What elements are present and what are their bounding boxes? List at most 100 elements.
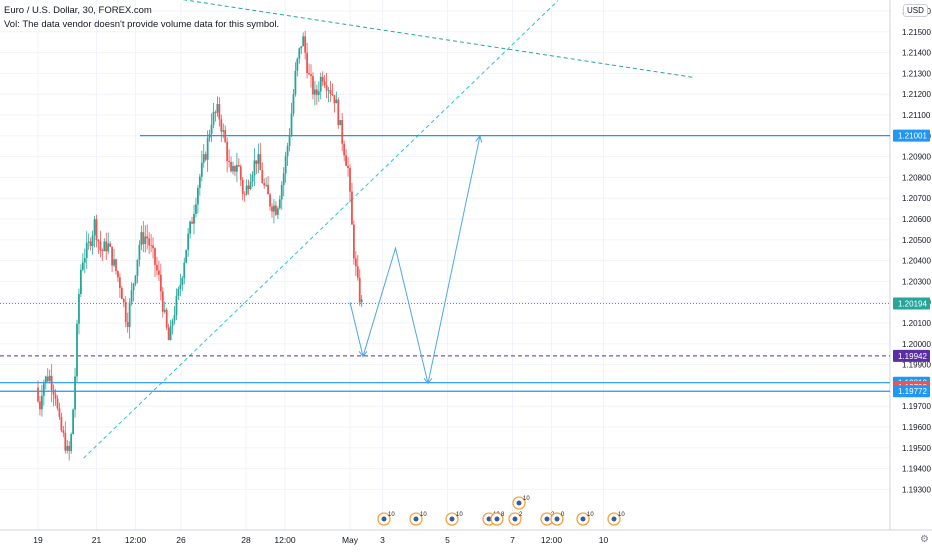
candle-body: [282, 173, 285, 186]
candle-body: [230, 161, 232, 172]
candle-body: [249, 181, 252, 190]
candle-body: [269, 194, 271, 207]
candle-body: [161, 291, 164, 312]
candle-body: [138, 244, 141, 260]
time-tick-label: 26: [176, 535, 186, 545]
candle-body: [81, 262, 84, 270]
candle-body: [103, 241, 106, 252]
candle-body: [315, 89, 318, 95]
candle-body: [226, 141, 229, 161]
candle-body: [66, 445, 69, 451]
candle-body: [62, 430, 65, 433]
candle-body: [80, 269, 82, 294]
candle-body: [97, 240, 100, 242]
candle-body: [278, 199, 281, 209]
currency-badge[interactable]: USD: [903, 4, 928, 17]
event-marker-dot: [611, 516, 617, 522]
price-tick-label: 1.20300: [902, 277, 931, 286]
candle-body: [247, 185, 250, 190]
event-marker-count: 10: [456, 512, 463, 518]
candle-body: [126, 322, 129, 328]
projection-turn-marker: [358, 350, 368, 358]
candle-body: [124, 302, 127, 323]
price-tick-label: 1.19400: [902, 465, 931, 474]
candle-body: [263, 183, 266, 186]
candle-body: [158, 270, 160, 275]
candle-body: [333, 95, 336, 104]
candle-body: [335, 99, 338, 104]
candle-body: [354, 258, 357, 267]
candle-body: [314, 89, 316, 95]
candle-body: [189, 221, 191, 234]
candle-body: [179, 284, 182, 290]
candle-body: [286, 145, 289, 157]
candle-body: [294, 70, 297, 95]
time-tick-label: 12:00: [125, 535, 147, 545]
candle-body: [132, 283, 135, 291]
event-marker-dot: [413, 516, 419, 522]
candle-body: [42, 383, 45, 396]
price-tick-label: 1.20000: [902, 340, 931, 349]
candle-body: [259, 154, 262, 170]
candle-body: [353, 224, 355, 259]
candle-body: [87, 241, 90, 243]
time-tick-label: 7: [510, 535, 515, 545]
price-badge-text: 1.20194: [898, 299, 927, 308]
candle-body: [46, 376, 49, 382]
candle-body: [101, 250, 104, 252]
candle-body: [117, 271, 119, 278]
price-tick-label: 1.19300: [902, 485, 931, 494]
candle-body: [165, 309, 168, 328]
candle-body: [273, 205, 275, 212]
candle-body: [312, 76, 314, 95]
candle-body: [280, 185, 283, 200]
candle-body: [177, 289, 180, 296]
candle-body: [93, 219, 96, 236]
candle-body: [212, 111, 215, 125]
candle-body: [193, 213, 195, 224]
candle-body: [239, 166, 242, 181]
candle-body: [175, 295, 178, 316]
candle-body: [208, 134, 211, 138]
candle-body: [146, 236, 149, 239]
candle-body: [222, 130, 225, 132]
settings-gear-icon[interactable]: ⚙: [920, 534, 929, 545]
candle-body: [341, 120, 344, 144]
candle-body: [58, 408, 61, 417]
candle-body: [76, 323, 78, 377]
candle-body: [356, 266, 359, 278]
price-tick-label: 1.20400: [902, 257, 931, 266]
event-marker-count: 2: [519, 512, 523, 518]
candle-body: [68, 445, 71, 452]
candle-body: [251, 175, 254, 182]
event-marker-dot: [554, 516, 560, 522]
candle-body: [292, 94, 295, 114]
candle-body: [198, 176, 201, 188]
event-marker-count: 10: [420, 512, 427, 518]
candle-body: [232, 165, 234, 172]
candle-body: [329, 90, 332, 94]
candle-body: [136, 259, 139, 276]
candle-body: [85, 242, 88, 259]
candle-body: [173, 315, 176, 321]
candle-body: [327, 90, 330, 91]
candle-body: [339, 120, 342, 126]
candle-body: [337, 99, 340, 126]
candle-body: [253, 160, 256, 176]
candle-body: [265, 184, 268, 186]
volume-note: Vol: The data vendor doesn't provide vol…: [4, 19, 280, 30]
candle-body: [70, 434, 73, 452]
candle-body: [105, 241, 108, 252]
candle-body: [142, 232, 145, 245]
price-tick-label: 1.21400: [902, 49, 931, 58]
candle-body: [56, 398, 59, 409]
price-tick-label: 1.20700: [902, 194, 931, 203]
candle-body: [321, 76, 324, 82]
candle-body: [236, 164, 238, 172]
candle-body: [214, 111, 217, 113]
candle-body: [152, 245, 154, 249]
candle-body: [50, 375, 53, 390]
candle-body: [234, 165, 236, 172]
